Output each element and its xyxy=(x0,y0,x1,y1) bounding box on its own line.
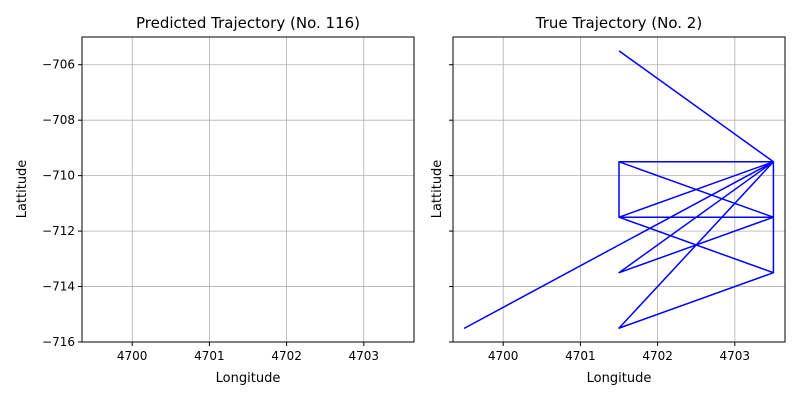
trajectory-line xyxy=(463,50,775,329)
true-chart-title: True Trajectory (No. 2) xyxy=(535,14,702,32)
true-y-axis-label: Lattitude xyxy=(430,160,445,219)
axes-frame xyxy=(452,36,786,343)
true-trajectory-panel: True Trajectory (No. 2) Longitude Lattit… xyxy=(430,14,786,386)
x-tick-label: 4703 xyxy=(349,349,380,363)
x-tick-label: 4701 xyxy=(194,349,225,363)
predicted-trajectory-panel: Predicted Trajectory (No. 116) Longitude… xyxy=(15,14,415,386)
predicted-x-axis-label: Longitude xyxy=(216,371,281,386)
x-tick-label: 4701 xyxy=(565,349,596,363)
y-tick-label: −716 xyxy=(42,335,75,349)
predicted-chart-title: Predicted Trajectory (No. 116) xyxy=(136,14,360,32)
x-tick-label: 4703 xyxy=(720,349,751,363)
x-tick-label: 4700 xyxy=(117,349,148,363)
y-tick-label: −706 xyxy=(42,58,75,72)
y-tick-label: −714 xyxy=(42,280,75,294)
y-tick-label: −712 xyxy=(42,224,75,238)
predicted-y-axis-label: Lattitude xyxy=(15,160,30,219)
true-x-axis-label: Longitude xyxy=(587,371,652,386)
y-tick-label: −710 xyxy=(42,169,75,183)
x-tick-label: 4700 xyxy=(488,349,519,363)
x-tick-label: 4702 xyxy=(271,349,302,363)
axes-frame xyxy=(81,36,415,343)
y-tick-label: −708 xyxy=(42,113,75,127)
x-tick-label: 4702 xyxy=(642,349,673,363)
